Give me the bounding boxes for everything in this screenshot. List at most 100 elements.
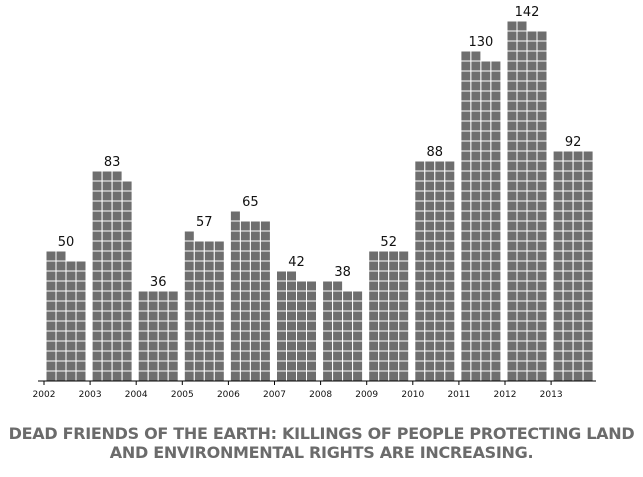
unit-square	[259, 320, 271, 332]
unit-square	[424, 340, 436, 352]
x-tick-label-2004: 2004	[125, 390, 148, 400]
unit-square	[536, 300, 548, 312]
unit-square	[444, 230, 456, 242]
unit-square	[572, 230, 584, 242]
unit-square	[526, 120, 538, 132]
unit-square	[101, 360, 113, 372]
unit-square	[572, 150, 584, 162]
unit-square	[424, 210, 436, 222]
unit-square	[490, 370, 502, 382]
unit-square	[460, 140, 472, 152]
unit-square	[582, 270, 594, 282]
unit-square	[183, 290, 195, 302]
unit-square	[490, 190, 502, 202]
unit-square	[239, 360, 251, 372]
unit-square	[91, 320, 103, 332]
unit-square	[572, 310, 584, 322]
unit-square	[444, 290, 456, 302]
unit-square	[111, 230, 123, 242]
unit-square	[259, 350, 271, 362]
unit-square	[536, 160, 548, 172]
unit-square	[470, 110, 482, 122]
unit-square	[516, 130, 528, 142]
x-tick-label-2008: 2008	[309, 390, 332, 400]
unit-square	[506, 290, 518, 302]
unit-square	[286, 280, 297, 292]
unit-square	[213, 270, 225, 282]
unit-square	[506, 350, 518, 362]
unit-square	[213, 330, 225, 342]
unit-square	[91, 350, 103, 362]
unit-square	[506, 120, 518, 132]
unit-square	[582, 150, 594, 162]
unit-square	[516, 120, 528, 132]
unit-square	[444, 300, 456, 312]
unit-square	[434, 310, 446, 322]
unit-square	[193, 310, 205, 322]
unit-square	[526, 340, 538, 352]
unit-square	[101, 290, 113, 302]
unit-square	[490, 320, 502, 332]
unit-square	[572, 330, 584, 342]
unit-square	[516, 160, 528, 172]
unit-square	[582, 350, 594, 362]
unit-square	[111, 270, 123, 282]
unit-square	[516, 30, 528, 42]
unit-square	[536, 240, 548, 252]
unit-square	[276, 310, 287, 322]
unit-square	[259, 360, 271, 372]
unit-square	[470, 50, 482, 62]
unit-square	[121, 270, 133, 282]
unit-square	[342, 320, 354, 332]
unit-square	[167, 360, 179, 372]
unit-square	[490, 70, 502, 82]
unit-square	[572, 290, 584, 302]
unit-square	[332, 350, 344, 362]
unit-square	[75, 320, 87, 332]
chart-caption: DEAD FRIENDS OF THE EARTH: KILLINGS OF P…	[0, 424, 643, 462]
unit-square	[552, 210, 564, 222]
bar-2008	[322, 280, 364, 382]
unit-square	[536, 70, 548, 82]
unit-square	[352, 360, 364, 372]
unit-square	[582, 160, 594, 172]
unit-square	[536, 260, 548, 272]
unit-square	[213, 260, 225, 272]
unit-square	[434, 210, 446, 222]
unit-square	[75, 350, 87, 362]
unit-square	[55, 280, 67, 292]
unit-square	[562, 360, 574, 372]
unit-square	[342, 360, 354, 372]
unit-square	[536, 200, 548, 212]
value-label-2003: 83	[104, 155, 121, 170]
unit-square	[203, 370, 215, 382]
unit-square	[101, 200, 113, 212]
unit-square	[249, 280, 261, 292]
unit-square	[490, 260, 502, 272]
unit-square	[193, 340, 205, 352]
unit-square	[460, 150, 472, 162]
unit-square	[259, 300, 271, 312]
unit-square	[203, 290, 215, 302]
unit-square	[582, 340, 594, 352]
unit-square	[55, 370, 67, 382]
unit-square	[490, 290, 502, 302]
unit-square	[506, 280, 518, 292]
unit-square	[306, 330, 317, 342]
unit-square	[536, 350, 548, 362]
unit-square	[75, 340, 87, 352]
unit-square	[147, 350, 159, 362]
unit-square	[193, 330, 205, 342]
unit-square	[460, 320, 472, 332]
unit-square	[322, 300, 334, 312]
unit-square	[306, 290, 317, 302]
unit-square	[480, 260, 492, 272]
unit-square	[582, 210, 594, 222]
unit-square	[306, 300, 317, 312]
unit-square	[470, 310, 482, 322]
unit-square	[378, 270, 390, 282]
unit-square	[470, 280, 482, 292]
unit-square	[157, 320, 169, 332]
unit-square	[552, 250, 564, 262]
unit-square	[229, 300, 241, 312]
